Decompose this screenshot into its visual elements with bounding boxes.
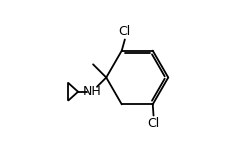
Text: Cl: Cl <box>147 117 159 130</box>
Text: NH: NH <box>82 85 101 98</box>
Text: Cl: Cl <box>118 25 130 38</box>
